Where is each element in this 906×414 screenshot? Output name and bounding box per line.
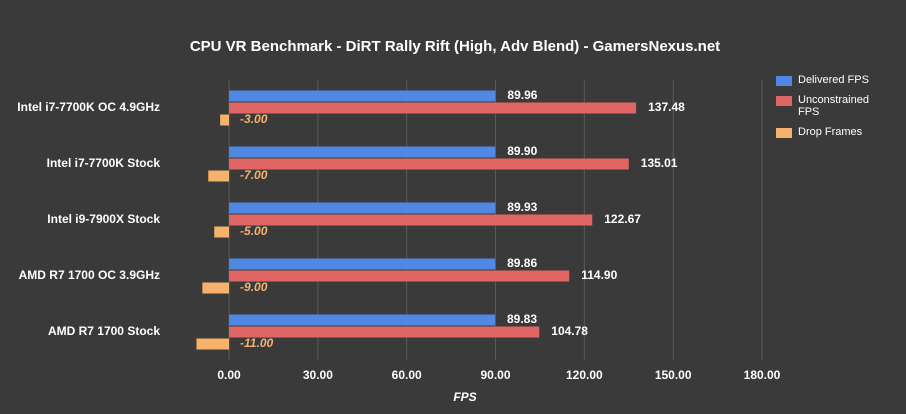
x-tick-label: 90.00 (481, 368, 511, 382)
legend-swatch (776, 128, 792, 138)
value-label: 89.96 (507, 88, 537, 102)
value-label: 114.90 (581, 268, 617, 282)
bar (196, 338, 230, 350)
y-tick-label: AMD R7 1700 Stock (48, 324, 160, 338)
x-tick-label: 0.00 (217, 368, 241, 382)
bar (229, 258, 496, 270)
bar (229, 314, 496, 326)
bar (229, 202, 496, 214)
value-label: -11.00 (240, 336, 273, 350)
value-label: 122.67 (604, 212, 641, 226)
x-axis-label: FPS (453, 390, 476, 404)
y-tick-label: Intel i7-7700K Stock (47, 156, 161, 170)
chart-title: CPU VR Benchmark - DiRT Rally Rift (High… (190, 38, 720, 55)
legend-swatch (776, 96, 792, 106)
legend-label: Drop Frames (798, 126, 863, 138)
bar (229, 146, 496, 158)
bar (229, 270, 570, 282)
x-tick-label: 60.00 (392, 368, 422, 382)
value-label: -7.00 (240, 168, 268, 182)
value-label: 89.86 (507, 256, 537, 270)
x-tick-label: 30.00 (303, 368, 333, 382)
bar (229, 326, 540, 338)
bar (214, 226, 230, 238)
y-tick-label: Intel i7-7700K OC 4.9GHz (17, 100, 160, 114)
bar (202, 282, 230, 294)
x-tick-label: 180.00 (744, 368, 781, 382)
value-label: 89.90 (507, 144, 537, 158)
legend-label: Delivered FPS (798, 74, 869, 86)
legend-label: Unconstrained FPS (798, 94, 869, 118)
bar (229, 90, 496, 102)
value-label: 89.93 (507, 200, 537, 214)
y-tick-label: AMD R7 1700 OC 3.9GHz (19, 268, 160, 282)
bar (220, 114, 230, 126)
x-tick-label: 120.00 (566, 368, 603, 382)
value-label: -9.00 (240, 280, 268, 294)
legend: Delivered FPS Unconstrained FPS Drop Frame… (776, 74, 894, 146)
legend-item: Unconstrained FPS (776, 94, 894, 118)
bar (229, 102, 637, 114)
bar (229, 214, 593, 226)
value-label: -3.00 (240, 112, 268, 126)
bar (229, 158, 629, 170)
legend-swatch (776, 76, 792, 86)
value-label: 104.78 (551, 324, 588, 338)
legend-item: Delivered FPS (776, 74, 894, 86)
y-tick-label: Intel i9-7900X Stock (47, 212, 160, 226)
value-label: 89.83 (507, 312, 537, 326)
value-label: 137.48 (648, 100, 685, 114)
value-label: 135.01 (641, 156, 678, 170)
legend-item: Drop Frames (776, 126, 894, 138)
x-tick-label: 150.00 (655, 368, 692, 382)
value-label: -5.00 (240, 224, 268, 238)
bar (208, 170, 230, 182)
